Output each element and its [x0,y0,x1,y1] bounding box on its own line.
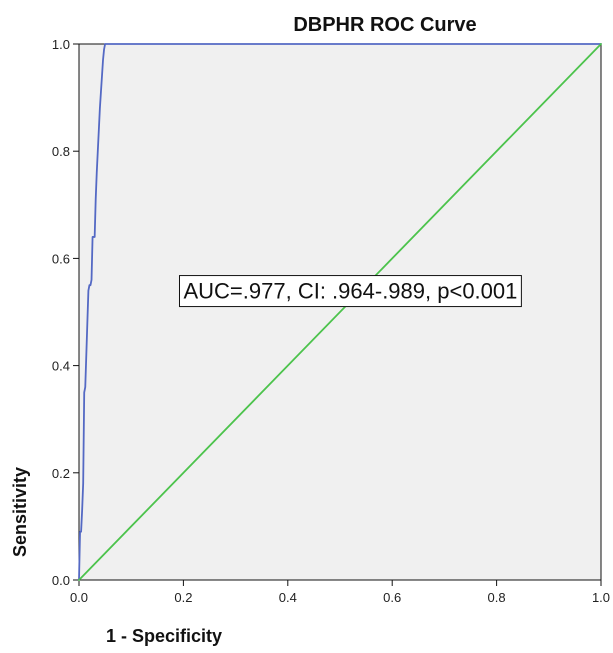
y-axis-label: Sensitivity [10,467,30,557]
x-tick-label: 0.4 [279,590,297,605]
x-axis-label: 1 - Specificity [106,626,222,646]
reference-line [78,43,602,581]
x-tick-label: 0.8 [488,590,506,605]
x-tick-label: 0.6 [383,590,401,605]
y-tick-label: 0.6 [52,251,70,266]
y-tick-label: 0.4 [52,359,70,374]
y-tick-label: 0.0 [52,573,70,588]
annotation-text: AUC=.977, CI: .964-.989, p<0.001 [183,279,517,304]
x-tick-label: 0.0 [70,590,88,605]
y-tick-label: 0.8 [52,144,70,159]
annotation-group: AUC=.977, CI: .964-.989, p<0.001 [178,275,522,308]
y-tick-label: 1.0 [52,37,70,52]
y-tick-label: 0.2 [52,466,70,481]
annotation-box: AUC=.977, CI: .964-.989, p<0.001 [178,275,522,308]
x-tick-label: 1.0 [592,590,610,605]
chart-title: DBPHR ROC Curve [293,14,476,36]
annotation-frame [178,275,522,308]
roc-curve-line [78,43,602,581]
series-group [78,43,602,581]
x-tick-label: 0.2 [174,590,192,605]
tick-group: 0.0 0.2 0.4 0.6 0.8 1.0 0.0 0.2 0.4 0.6 0.8 1.0 [52,37,610,605]
